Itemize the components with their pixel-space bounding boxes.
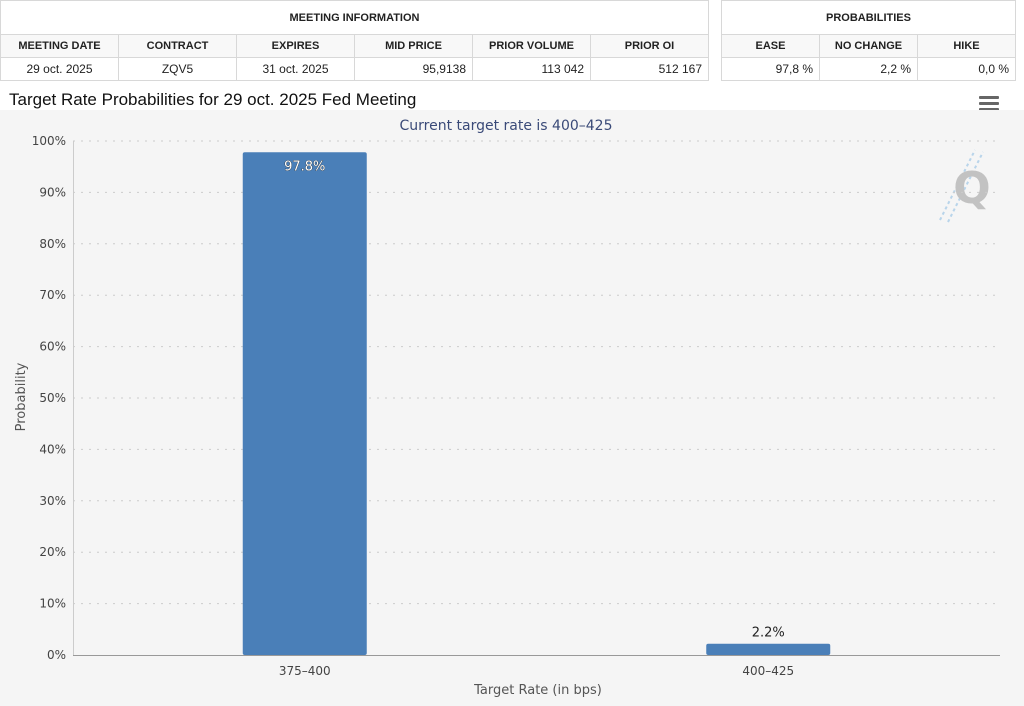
- col-mid-price: MID PRICE: [354, 34, 473, 58]
- hike-value: 0,0 %: [917, 57, 1016, 81]
- probabilities-table: PROBABILITIES EASE NO CHANGE HIKE 97,8 %…: [721, 0, 1016, 81]
- svg-text:Q: Q: [953, 163, 990, 214]
- col-expires: EXPIRES: [236, 34, 355, 58]
- y-tick-label: 20%: [39, 545, 66, 559]
- target-rate-chart: Current target rate is 400–425 Q 0% 10% 20…: [0, 110, 1024, 706]
- x-tick-label: 375–400: [279, 664, 331, 678]
- col-ease: EASE: [721, 34, 820, 58]
- data-label: 2.2%: [752, 626, 785, 641]
- x-axis-ticks: 375–400 400–425: [279, 664, 794, 678]
- probabilities-heading: PROBABILITIES: [721, 0, 1016, 35]
- y-tick-label: 0%: [47, 648, 66, 662]
- ease-value: 97,8 %: [721, 57, 820, 81]
- plot-background: [0, 110, 1024, 706]
- y-tick-label: 40%: [39, 442, 66, 456]
- prior-volume-value: 113 042: [472, 57, 591, 81]
- meeting-date-value: 29 oct. 2025: [0, 57, 119, 81]
- col-meeting-date: MEETING DATE: [0, 34, 119, 58]
- y-tick-label: 60%: [39, 340, 66, 354]
- table-row: 29 oct. 2025 ZQV5 31 oct. 2025 95,9138 1…: [0, 57, 709, 81]
- bar[interactable]: [706, 643, 831, 655]
- x-axis-label: Target Rate (in bps): [473, 683, 602, 698]
- col-no-change: NO CHANGE: [819, 34, 918, 58]
- mid-price-value: 95,9138: [354, 57, 473, 81]
- col-contract: CONTRACT: [118, 34, 237, 58]
- y-axis-label: Probability: [14, 362, 29, 431]
- chart-title: Target Rate Probabilities for 29 oct. 20…: [9, 90, 417, 109]
- prior-oi-value: 512 167: [590, 57, 709, 81]
- hamburger-menu-icon[interactable]: [979, 96, 999, 112]
- bar[interactable]: [242, 152, 367, 656]
- x-tick-label: 400–425: [742, 664, 794, 678]
- y-tick-label: 50%: [39, 391, 66, 405]
- meeting-information-table: MEETING INFORMATION MEETING DATE CONTRAC…: [0, 0, 709, 81]
- y-tick-label: 70%: [39, 288, 66, 302]
- no-change-value: 2,2 %: [819, 57, 918, 81]
- expires-value: 31 oct. 2025: [236, 57, 355, 81]
- quikstrike-q-logo: Q: [939, 149, 991, 223]
- chart-subtitle: Current target rate is 400–425: [399, 118, 612, 134]
- bars: 97.8% 2.2%: [242, 152, 831, 656]
- meeting-information-heading: MEETING INFORMATION: [0, 0, 709, 35]
- data-label: 97.8%: [284, 159, 325, 174]
- y-tick-label: 100%: [32, 134, 66, 148]
- y-tick-label: 10%: [39, 597, 66, 611]
- col-prior-volume: PRIOR VOLUME: [472, 34, 591, 58]
- col-hike: HIKE: [917, 34, 1016, 58]
- col-prior-oi: PRIOR OI: [590, 34, 709, 58]
- y-tick-label: 80%: [39, 237, 66, 251]
- y-tick-label: 30%: [39, 494, 66, 508]
- y-tick-label: 90%: [39, 185, 66, 199]
- contract-value: ZQV5: [118, 57, 237, 81]
- table-row: 97,8 % 2,2 % 0,0 %: [721, 57, 1016, 81]
- y-axis-ticks: 0% 10% 20% 30% 40% 50% 60% 70% 80% 90% 100%: [32, 134, 66, 662]
